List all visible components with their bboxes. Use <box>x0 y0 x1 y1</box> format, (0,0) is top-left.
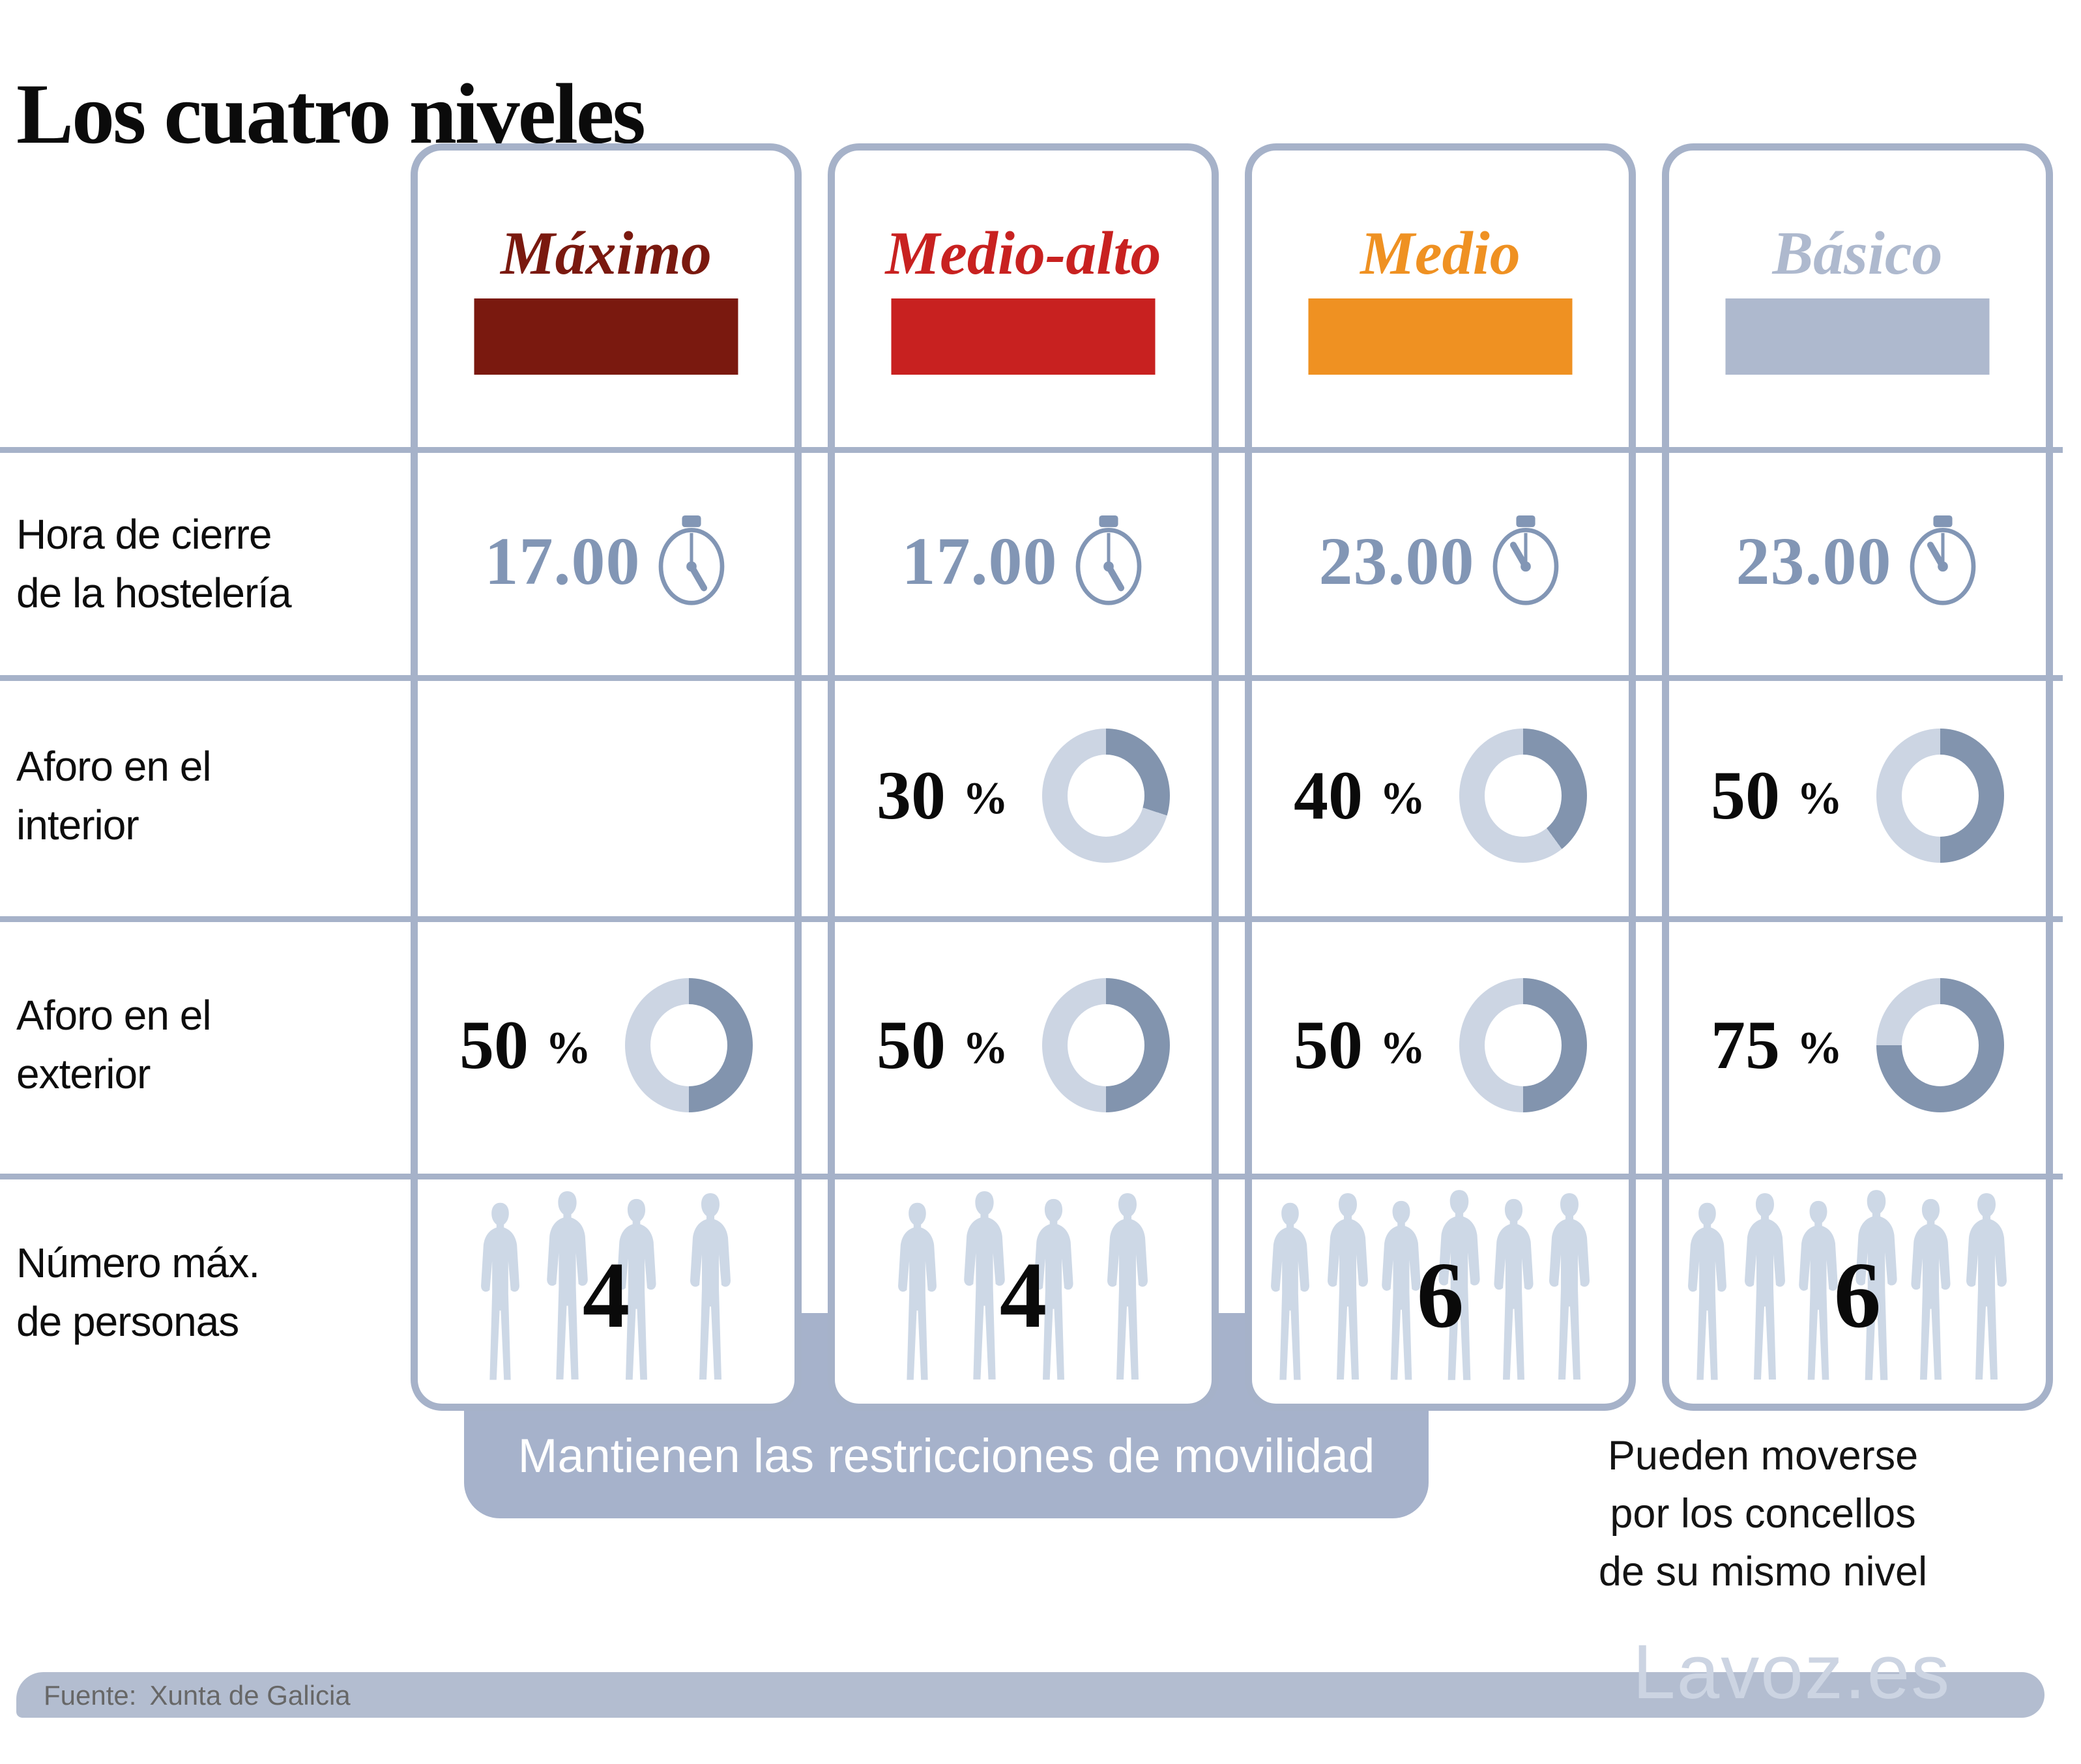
percent-sign: % <box>1797 1022 1842 1073</box>
closing-time-value: 23.00 <box>1736 523 1892 599</box>
footer-bar: Fuente: Xunta de Galicia <box>16 1672 2045 1718</box>
clock-icon <box>658 515 724 605</box>
outdoor-capacity-donut <box>1459 977 1587 1112</box>
outdoor-capacity-value: 75 <box>1711 1006 1780 1083</box>
indoor-capacity-donut <box>1876 729 2004 863</box>
outdoor-capacity-cell: 50% <box>418 916 794 1174</box>
closing-time-value: 17.00 <box>484 523 641 599</box>
indoor-capacity-cell: 50% <box>1669 675 2046 916</box>
max-people-value: 4 <box>999 1243 1047 1348</box>
row-divider <box>0 675 2063 681</box>
percent-sign: % <box>963 774 1008 824</box>
level-column-basico: Básico 23.00 50% 75% <box>1662 143 2053 1411</box>
level-column-medio: Medio 23.00 40% 50% <box>1245 143 1636 1411</box>
level-color-swatch <box>1725 298 1990 375</box>
closing-time-value: 23.00 <box>1318 523 1475 599</box>
percent-sign: % <box>1380 774 1425 824</box>
outdoor-capacity-donut <box>625 977 753 1112</box>
max-people-value: 6 <box>1416 1243 1464 1348</box>
basico-mobility-note: Pueden moverse por los concellos de su m… <box>1598 1433 1928 1595</box>
clock-icon <box>1075 515 1141 605</box>
row-label-max-people: Número máx. de personas <box>16 1239 260 1345</box>
percent-sign: % <box>1797 774 1842 824</box>
closing-time-value: 17.00 <box>901 523 1058 599</box>
level-title: Medio-alto <box>885 220 1161 287</box>
level-title: Medio <box>1360 220 1521 287</box>
outdoor-capacity-value: 50 <box>1294 1006 1363 1083</box>
level-column-medio-alto: Medio-alto 17.00 30% 50% <box>828 143 1219 1411</box>
indoor-capacity-cell: 40% <box>1252 675 1629 916</box>
max-people-value: 4 <box>582 1243 630 1348</box>
outdoor-capacity-donut <box>1042 977 1170 1112</box>
clock-icon <box>1492 515 1558 605</box>
source-credit: Fuente: Xunta de Galicia <box>44 1680 351 1711</box>
row-divider <box>0 916 2063 922</box>
outdoor-capacity-value: 50 <box>877 1006 946 1083</box>
level-color-swatch <box>1308 298 1573 375</box>
level-title: Básico <box>1772 220 1943 287</box>
row-divider <box>0 1174 2063 1179</box>
row-divider <box>0 447 2063 453</box>
max-people-cell: 6 <box>1669 1174 2046 1398</box>
max-people-cell: 6 <box>1252 1174 1629 1398</box>
closing-time-cell: 17.00 <box>835 447 1212 675</box>
outdoor-capacity-cell: 75% <box>1669 916 2046 1174</box>
row-label-closing-time: Hora de cierre de la hostelería <box>16 511 292 616</box>
max-people-value: 6 <box>1833 1243 1882 1348</box>
row-label-outdoor-capacity: Aforo en el exterior <box>16 992 212 1097</box>
outdoor-capacity-cell: 50% <box>1252 916 1629 1174</box>
indoor-capacity-donut <box>1459 729 1587 863</box>
level-column-maximo: Máximo 17.00 % 50% <box>411 143 802 1411</box>
indoor-capacity-value: 50 <box>1711 757 1780 833</box>
percent-sign: % <box>1380 1022 1425 1073</box>
closing-time-cell: 23.00 <box>1669 447 2046 675</box>
clock-icon <box>1910 515 1975 605</box>
outdoor-capacity-value: 50 <box>459 1006 529 1083</box>
outdoor-capacity-cell: 50% <box>835 916 1212 1174</box>
closing-time-cell: 17.00 <box>418 447 794 675</box>
indoor-capacity-value: 30 <box>877 757 946 833</box>
max-people-cell: 4 <box>418 1174 794 1398</box>
indoor-capacity-cell: 30% <box>835 675 1212 916</box>
indoor-capacity-value: 40 <box>1294 757 1363 833</box>
level-color-swatch <box>474 298 738 375</box>
row-label-indoor-capacity: Aforo en el interior <box>16 743 212 848</box>
closing-time-cell: 23.00 <box>1252 447 1629 675</box>
indoor-capacity-donut <box>1042 729 1170 863</box>
outdoor-capacity-donut <box>1876 977 2004 1112</box>
brand-watermark: Lavoz.es <box>1633 1629 1951 1715</box>
max-people-cell: 4 <box>835 1174 1212 1398</box>
level-color-swatch <box>891 298 1156 375</box>
percent-sign: % <box>963 1022 1008 1073</box>
percent-sign: % <box>546 1022 591 1073</box>
level-title: Máximo <box>501 220 712 287</box>
mobility-banner-text: Mantienen las restricciones de movilidad <box>517 1430 1375 1482</box>
